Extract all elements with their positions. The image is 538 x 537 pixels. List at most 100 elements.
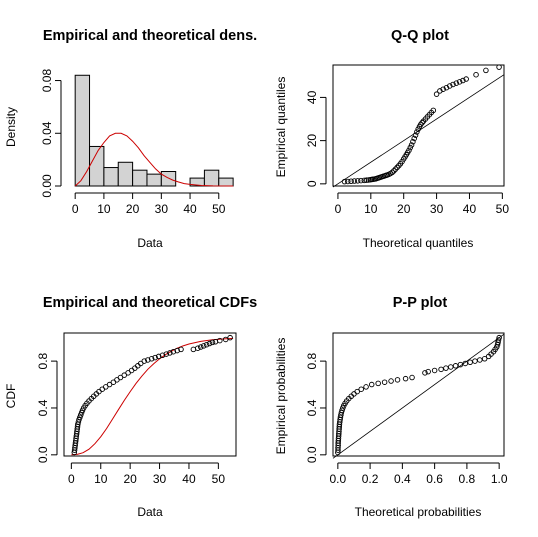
qq-point-55 — [440, 86, 446, 92]
cdf-point-53 — [200, 343, 207, 349]
cdf-point-40 — [145, 357, 151, 363]
qq-xtick-label-0: 0 — [335, 202, 342, 216]
qq-point-38 — [408, 142, 415, 148]
qq-point-42 — [414, 129, 420, 135]
cdf-ytick-label-0: 0.0 — [36, 446, 50, 463]
cdf-point-42 — [152, 354, 158, 361]
cdf-point-56 — [209, 339, 216, 346]
cdf-point-58 — [217, 337, 223, 344]
cdf-point-28 — [103, 384, 109, 390]
cdf-point-44 — [159, 352, 166, 359]
pp-reference-line — [332, 333, 505, 459]
pp-point-31 — [381, 379, 388, 385]
qq-plot: 0 10 20 30 40 50 0 20 40 — [305, 64, 510, 216]
pp-point-42 — [452, 363, 459, 369]
qq-point-58 — [450, 81, 456, 88]
cdf-point-39 — [141, 358, 148, 364]
qq-point-36 — [406, 147, 412, 154]
density-bar-6 — [160, 171, 177, 187]
cdf-point-54 — [203, 341, 210, 348]
pp-ytick-label-1: 0.4 — [305, 399, 319, 416]
pp-point-44 — [462, 360, 469, 367]
cdf-point-48 — [174, 347, 180, 354]
cdf-point-33 — [121, 372, 128, 378]
pp-point-29 — [368, 381, 375, 388]
pp-point-46 — [472, 358, 478, 364]
pp-xtick-label-1: 0.2 — [362, 472, 379, 486]
pp-point-47 — [477, 357, 483, 363]
pp-xtick-label-5: 1.0 — [491, 472, 508, 486]
pp-ylabel: Empirical probabilities — [274, 338, 288, 455]
cdf-frame — [63, 332, 237, 457]
pp-ytick-label-2: 0.8 — [305, 352, 319, 369]
pp-xtick-label-4: 0.8 — [459, 472, 476, 486]
cdf-xtick-label-4: 40 — [182, 472, 196, 486]
pp-point-38 — [431, 367, 438, 374]
pp-point-43 — [457, 361, 464, 368]
pp-point-34 — [402, 375, 409, 382]
pp-title: P-P plot — [393, 295, 448, 311]
cdf-point-55 — [206, 340, 213, 347]
qq-point-5 — [358, 177, 364, 184]
qq-point-62 — [463, 76, 469, 82]
cdf-ytick-label-1: 0.4 — [36, 399, 50, 416]
pp-point-30 — [375, 380, 381, 387]
qq-point-57 — [446, 83, 453, 89]
qq-point-4 — [354, 178, 361, 184]
cdf-ytick-label-2: 0.8 — [36, 352, 50, 369]
cdf-title: Empirical and theoretical CDFs — [43, 295, 257, 311]
qq-point-28 — [394, 164, 400, 171]
density-xtick-label-2: 20 — [126, 202, 140, 216]
pp-point-36 — [422, 370, 428, 376]
cdf-point-46 — [167, 350, 173, 356]
qq-point-59 — [453, 80, 460, 86]
panel-density: Empirical and theoretical dens. Data Den… — [4, 28, 257, 250]
cdf-theoretical-curve — [71, 337, 234, 456]
qq-point-61 — [460, 77, 466, 84]
density-theoretical-curve — [74, 132, 234, 187]
density-xtick-label-0: 0 — [72, 202, 79, 216]
density-ytick-label-2: 0.08 — [40, 69, 54, 93]
pp-xtick-label-3: 0.6 — [426, 472, 443, 486]
qq-xtick-label-3: 30 — [430, 202, 444, 216]
pp-point-41 — [448, 364, 454, 370]
qq-point-27 — [392, 166, 399, 172]
density-bar-3 — [117, 161, 134, 187]
qq-point-41 — [412, 132, 419, 138]
pp-point-26 — [354, 388, 360, 395]
cdf-point-60 — [227, 334, 233, 341]
cdf-xlabel: Data — [137, 505, 163, 519]
cdf-point-50 — [190, 346, 197, 353]
pp-point-37 — [425, 368, 431, 375]
cdf-point-13 — [75, 419, 82, 425]
density-bar-5 — [146, 173, 162, 187]
qq-xlabel: Theoretical quantiles — [363, 236, 474, 250]
pp-xtick-label-0: 0.0 — [329, 472, 346, 486]
qq-point-40 — [411, 135, 417, 142]
qq-point-53 — [433, 91, 440, 97]
qq-point-64 — [483, 67, 489, 74]
cdf-xtick-label-1: 10 — [94, 472, 108, 486]
density-xtick-label-5: 50 — [212, 202, 226, 216]
pp-point-33 — [394, 377, 401, 383]
qq-point-0 — [341, 178, 348, 185]
qq-point-37 — [407, 144, 414, 151]
qq-point-46 — [419, 119, 425, 126]
cdf-point-52 — [197, 344, 204, 350]
cdf-point-32 — [117, 374, 124, 381]
cdf-point-35 — [128, 367, 135, 374]
density-ytick-label-1: 0.04 — [40, 121, 54, 145]
density-plot: 0 10 20 30 40 50 0.00 0.04 0.08 — [40, 69, 234, 216]
qq-xtick-label-5: 50 — [496, 202, 510, 216]
qq-point-39 — [410, 138, 416, 145]
qq-point-63 — [473, 71, 479, 78]
pp-point-18 — [339, 407, 345, 414]
pp-point-39 — [438, 366, 444, 373]
qq-ylabel: Empirical quantiles — [274, 77, 288, 178]
qq-point-1 — [345, 178, 351, 185]
panel-pp: P-P plot Theoretical probabilities Empir… — [274, 295, 508, 519]
qq-point-52 — [430, 107, 437, 114]
pp-point-56 — [495, 337, 502, 343]
cdf-point-59 — [222, 336, 229, 343]
